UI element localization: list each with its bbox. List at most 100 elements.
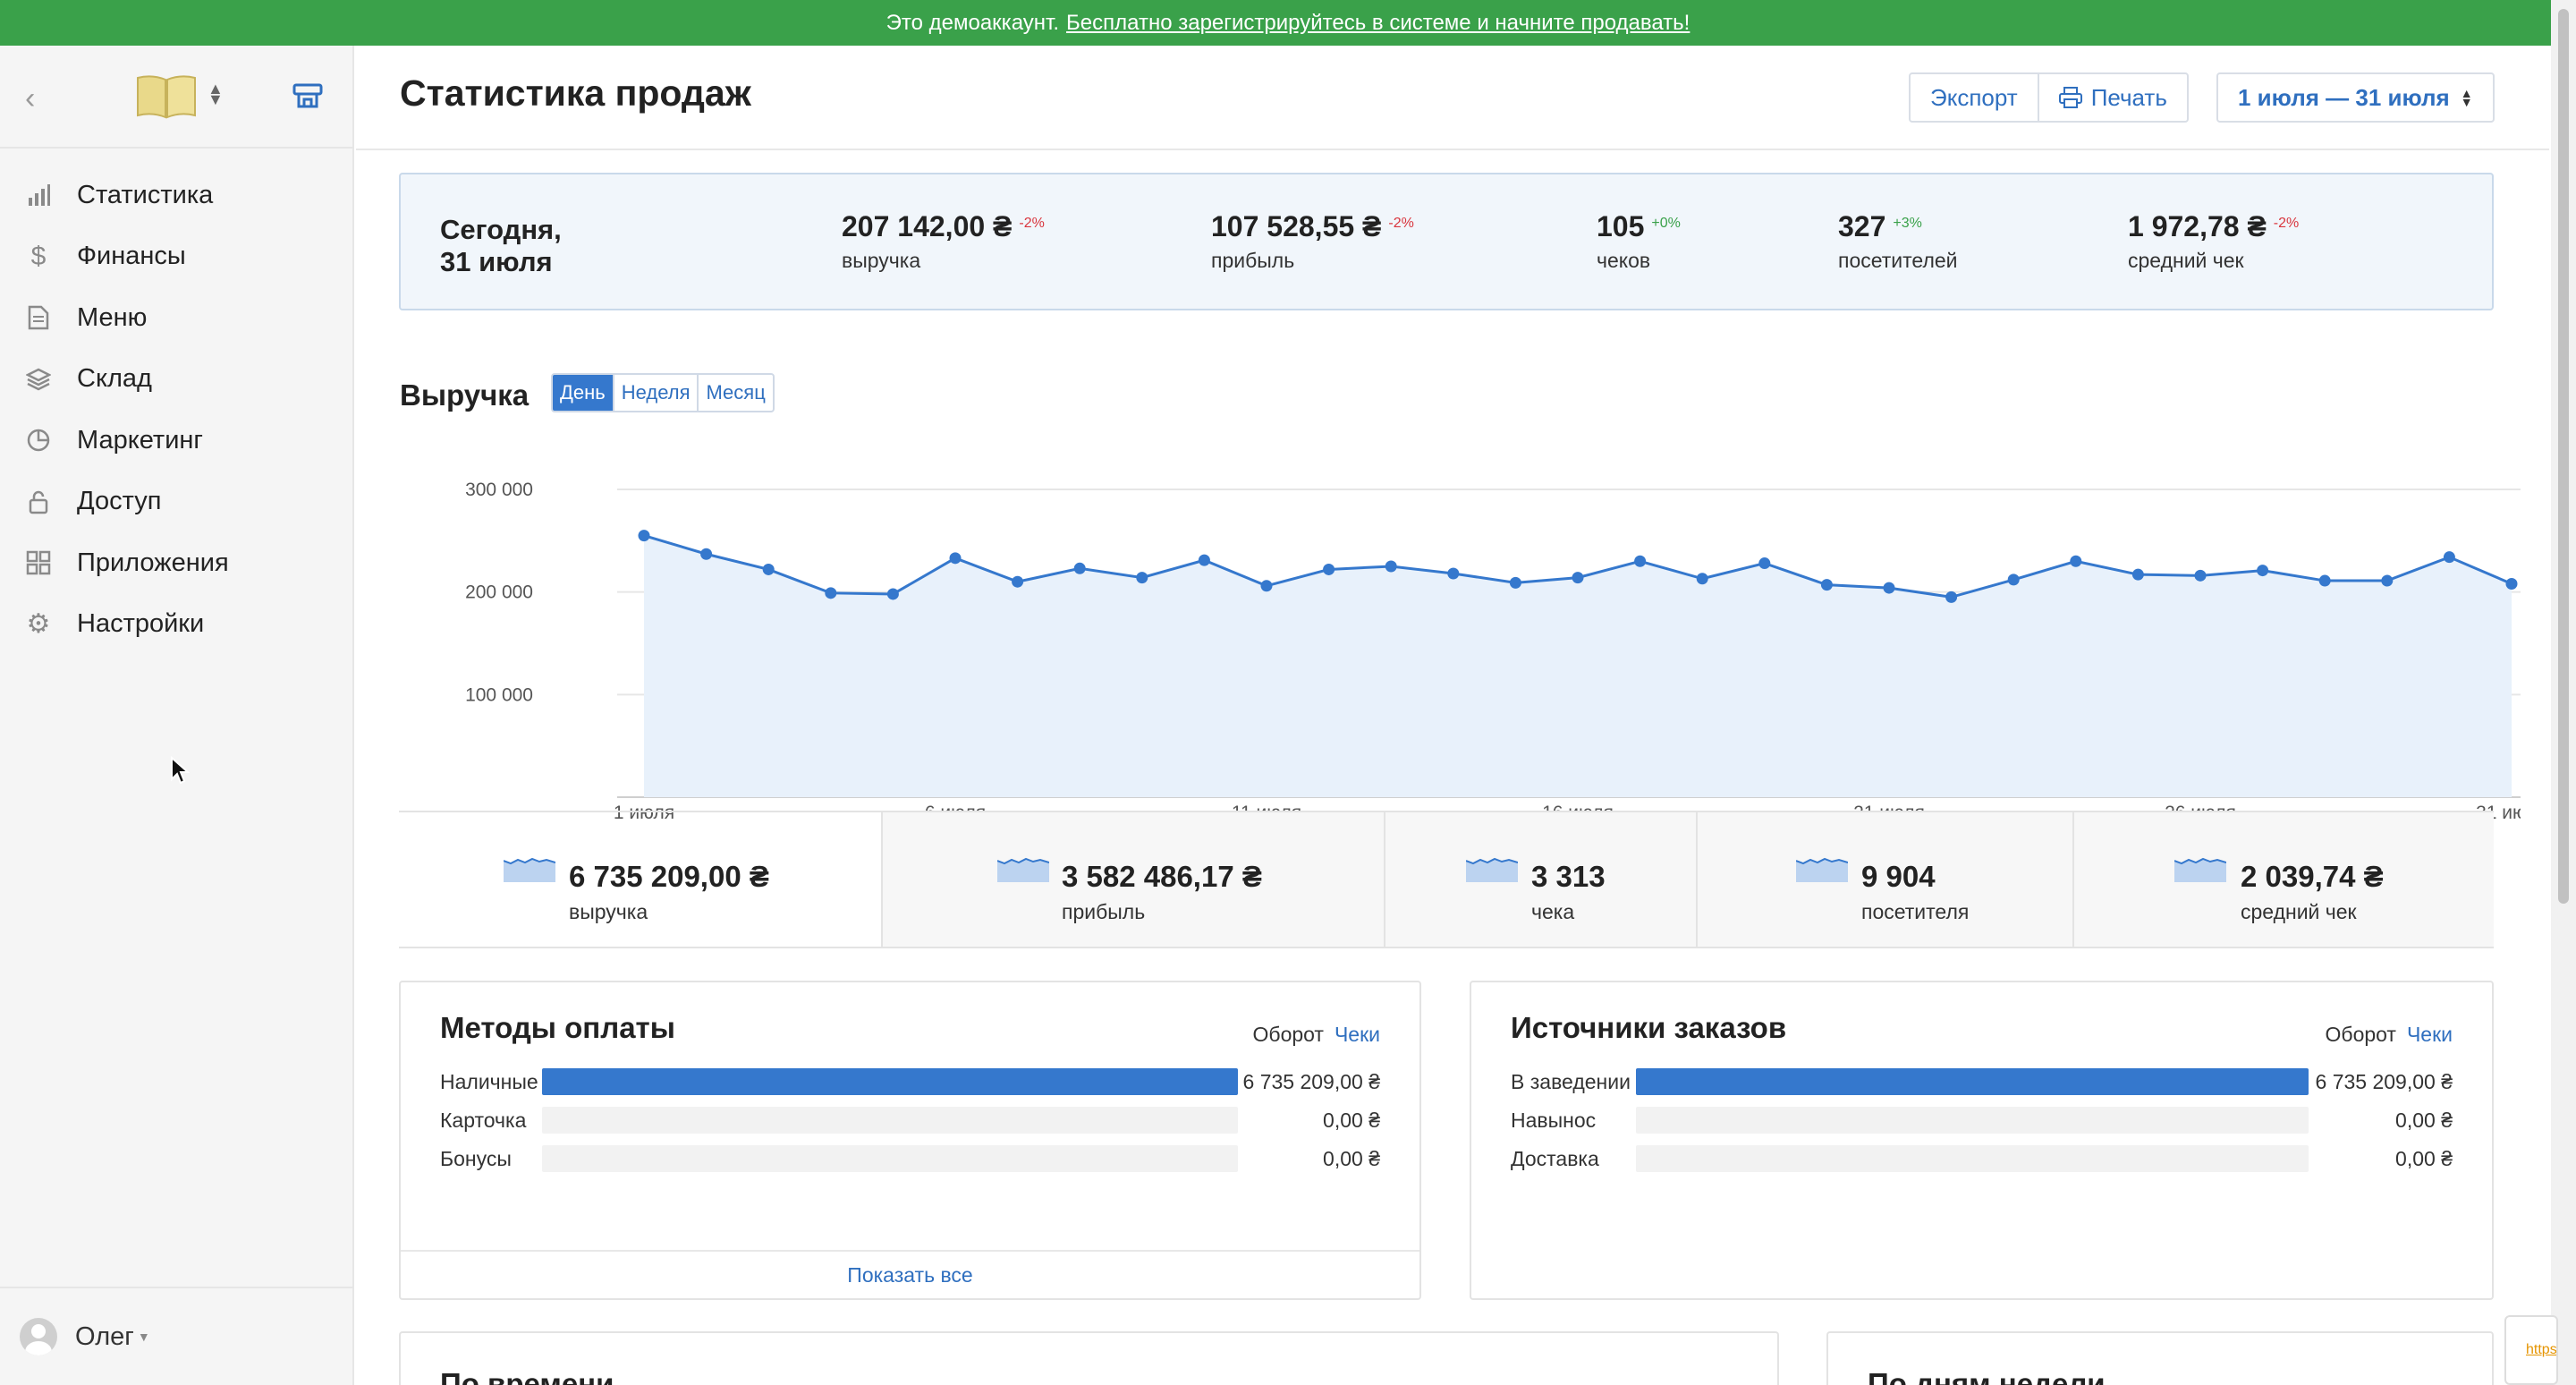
export-print-group: Экспорт Печать bbox=[1909, 72, 2189, 123]
lock-icon bbox=[25, 489, 52, 515]
revenue-title: Выручка bbox=[400, 378, 530, 412]
bar-fill bbox=[1636, 1068, 2309, 1095]
sidebar-item-menu[interactable]: Меню bbox=[0, 287, 352, 349]
page-title: Статистика продаж bbox=[400, 72, 751, 114]
data-point bbox=[1820, 579, 1833, 591]
sidebar-item-label: Финансы bbox=[77, 242, 186, 271]
kpi-change: -2% bbox=[1019, 216, 1045, 231]
bar-amount: 6 735 209,00 ₴ bbox=[2315, 1070, 2453, 1093]
scrollbar-thumb[interactable] bbox=[2558, 9, 2569, 904]
sparkline-icon bbox=[504, 857, 555, 882]
data-point bbox=[1634, 555, 1647, 567]
url-toast[interactable]: https://..7291187 bbox=[2504, 1315, 2558, 1385]
total-value: 3 313 bbox=[1531, 860, 1606, 893]
sidebar-item-access[interactable]: Доступ bbox=[0, 472, 352, 533]
sparkline-icon bbox=[2174, 857, 2226, 882]
total-value: 3 582 486,17 ₴ bbox=[1062, 860, 1262, 893]
date-range-picker[interactable]: 1 июля — 31 июля ▲ ▼ bbox=[2216, 72, 2495, 123]
bar-row: Карточка 0,00 ₴ bbox=[440, 1107, 1380, 1134]
card-tabs: Оборот Чеки bbox=[1253, 1023, 1381, 1047]
sidebar-item-statistics[interactable]: Статистика bbox=[0, 165, 352, 226]
page-scrollbar[interactable] bbox=[2551, 0, 2576, 1385]
tab-checks[interactable]: Чеки bbox=[2406, 1023, 2453, 1046]
kpi-label: средний чек bbox=[2128, 249, 2244, 272]
data-point bbox=[1385, 560, 1397, 573]
header-divider bbox=[356, 149, 2549, 150]
tab-week[interactable]: Неделя bbox=[612, 375, 698, 411]
data-point bbox=[949, 552, 962, 565]
tab-turnover[interactable]: Оборот bbox=[2325, 1023, 2396, 1046]
today-title-line2: 31 июля bbox=[440, 246, 553, 277]
card-title: Методы оплаты bbox=[440, 1011, 675, 1044]
tab-month[interactable]: Месяц bbox=[697, 375, 772, 411]
user-menu[interactable]: Олег ▼ bbox=[0, 1287, 352, 1385]
total-label: прибыль bbox=[1062, 900, 1146, 923]
total-checks[interactable]: 3 313 чека bbox=[1384, 812, 1696, 947]
data-point bbox=[638, 530, 650, 542]
card-title: По дням недели bbox=[1868, 1367, 2106, 1385]
kpi-revenue: 207 142,00 ₴ -2% выручка bbox=[842, 210, 1045, 273]
data-point bbox=[2505, 577, 2518, 590]
gear-icon: ⚙ bbox=[26, 609, 51, 640]
bar-row: В заведении 6 735 209,00 ₴ bbox=[1511, 1068, 2453, 1095]
register-link[interactable]: Бесплатно зарегистрируйтесь в системе и … bbox=[1066, 10, 1690, 35]
chevron-down-icon: ▼ bbox=[137, 1330, 150, 1344]
sidebar-item-marketing[interactable]: Маркетинг bbox=[0, 410, 352, 472]
tab-checks[interactable]: Чеки bbox=[1334, 1023, 1380, 1046]
sidebar-item-finance[interactable]: $ Финансы bbox=[0, 226, 352, 288]
data-point bbox=[2007, 574, 2020, 586]
sidebar-item-settings[interactable]: ⚙ Настройки bbox=[0, 594, 352, 656]
payment-methods-card: Методы оплаты Оборот Чеки Наличные 6 735 … bbox=[399, 981, 1421, 1300]
bar-fill bbox=[542, 1068, 1238, 1095]
sidebar-item-apps[interactable]: Приложения bbox=[0, 532, 352, 594]
kpi-change: +0% bbox=[1651, 216, 1681, 231]
show-all-link[interactable]: Показать все bbox=[401, 1250, 1419, 1298]
total-label: средний чек bbox=[2241, 900, 2357, 923]
data-point bbox=[1260, 580, 1273, 592]
switch-account-icon[interactable]: ▲ ▼ bbox=[208, 80, 224, 108]
today-title-line1: Сегодня, bbox=[440, 214, 562, 245]
data-point bbox=[1572, 572, 1584, 584]
demo-banner: Это демоаккаунт. Бесплатно зарегистрируй… bbox=[0, 0, 2576, 46]
bar-row: Доставка 0,00 ₴ bbox=[1511, 1145, 2453, 1172]
data-point bbox=[2070, 555, 2082, 567]
book-logo-icon[interactable] bbox=[134, 72, 199, 121]
period-tabs: День Неделя Месяц bbox=[551, 373, 775, 412]
sort-arrows-icon: ▲ ▼ bbox=[2460, 86, 2473, 109]
bar-amount: 0,00 ₴ bbox=[1323, 1109, 1380, 1132]
y-tick-label: 300 000 bbox=[465, 480, 533, 500]
data-point bbox=[700, 548, 713, 560]
pie-icon bbox=[25, 427, 52, 454]
bar-row: Навынос 0,00 ₴ bbox=[1511, 1107, 2453, 1134]
bar-name: В заведении bbox=[1511, 1070, 1631, 1093]
kpi-value: 1 972,78 ₴ bbox=[2128, 210, 2267, 242]
print-button[interactable]: Печать bbox=[2037, 74, 2187, 121]
total-profit[interactable]: 3 582 486,17 ₴ прибыль bbox=[881, 812, 1384, 947]
data-point bbox=[762, 563, 775, 575]
tab-turnover[interactable]: Оборот bbox=[1252, 1023, 1324, 1046]
export-label: Экспорт bbox=[1930, 83, 2018, 111]
bar-name: Навынос bbox=[1511, 1109, 1597, 1132]
x-tick-label: 1 июля bbox=[614, 803, 674, 823]
total-visitors[interactable]: 9 904 посетителя bbox=[1696, 812, 2072, 947]
kpi-profit: 107 528,55 ₴ -2% прибыль bbox=[1211, 210, 1414, 273]
data-point bbox=[2318, 574, 2331, 587]
export-button[interactable]: Экспорт bbox=[1911, 74, 2038, 121]
bar-track bbox=[542, 1107, 1238, 1134]
bar-track bbox=[542, 1068, 1238, 1095]
sidebar-item-label: Меню bbox=[77, 302, 148, 332]
store-icon[interactable] bbox=[292, 81, 324, 110]
kpi-label: прибыль bbox=[1211, 249, 1295, 272]
kpi-value: 207 142,00 ₴ bbox=[842, 210, 1013, 242]
sidebar-item-warehouse[interactable]: Склад bbox=[0, 349, 352, 411]
collapse-sidebar-icon[interactable]: ‹ bbox=[25, 81, 36, 115]
kpi-change: +3% bbox=[1893, 216, 1922, 231]
kpi-average-check: 1 972,78 ₴ -2% средний чек bbox=[2128, 210, 2299, 273]
order-sources-card: Источники заказов Оборот Чеки В заведении… bbox=[1470, 981, 2494, 1300]
tab-day[interactable]: День bbox=[553, 375, 613, 411]
dollar-icon: $ bbox=[30, 241, 47, 271]
total-revenue[interactable]: 6 735 209,00 ₴ выручка bbox=[399, 812, 881, 947]
total-average-check[interactable]: 2 039,74 ₴ средний чек bbox=[2072, 812, 2494, 947]
kpi-label: посетителей bbox=[1838, 249, 1958, 272]
